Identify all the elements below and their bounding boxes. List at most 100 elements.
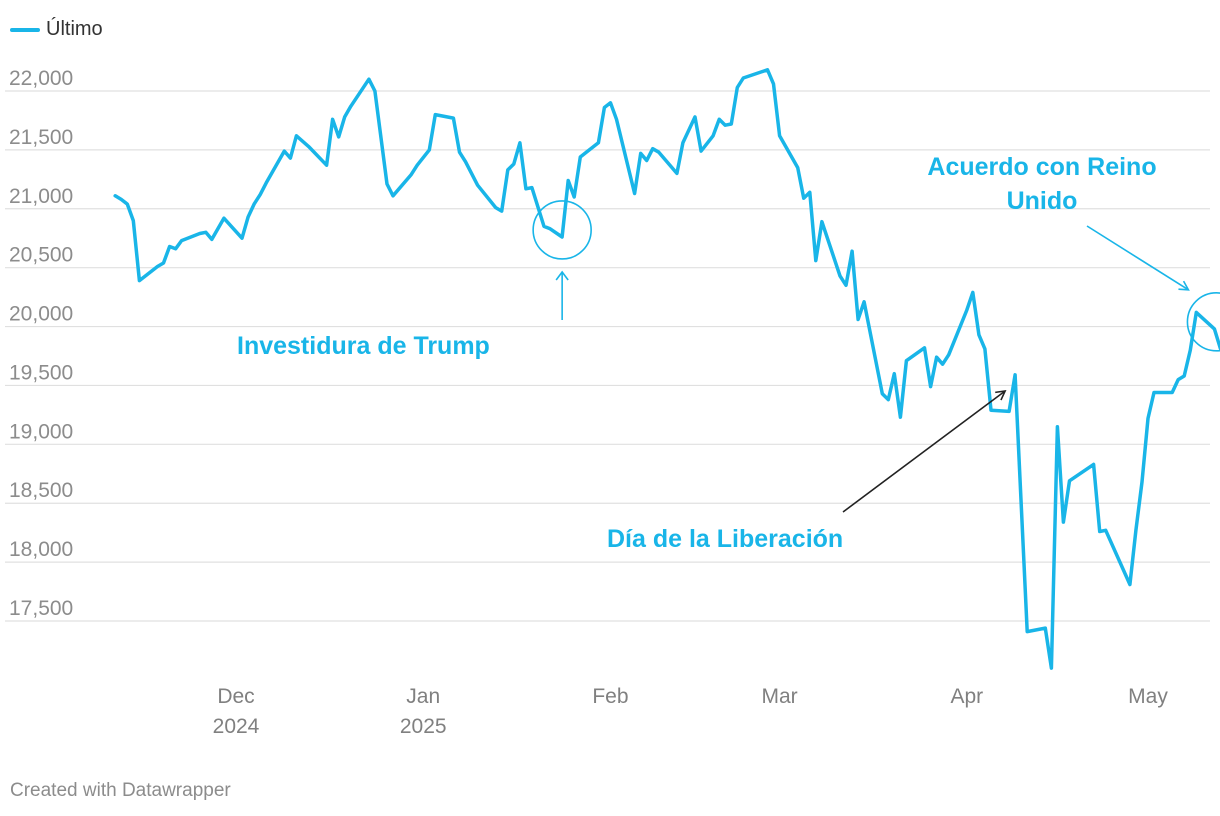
data-point	[428, 148, 431, 151]
data-point	[416, 164, 419, 167]
data-point	[410, 173, 413, 176]
data-point	[700, 150, 703, 153]
data-point	[1104, 529, 1107, 532]
data-point	[651, 147, 654, 150]
y-tick-label: 21,000	[9, 185, 73, 208]
data-point	[609, 101, 612, 104]
data-point	[259, 193, 262, 196]
data-point	[343, 115, 346, 118]
data-point	[1044, 627, 1047, 630]
data-point	[579, 156, 582, 159]
data-point	[114, 194, 117, 197]
data-point	[796, 166, 799, 169]
data-point	[476, 184, 479, 187]
data-point	[881, 392, 884, 395]
data-point	[1147, 417, 1150, 420]
data-point	[1128, 583, 1131, 586]
x-tick-label: May	[1128, 685, 1168, 708]
data-point	[718, 118, 721, 121]
data-point	[367, 78, 370, 81]
data-point	[500, 210, 503, 213]
data-point	[392, 194, 395, 197]
data-point	[983, 347, 986, 350]
data-point	[265, 181, 268, 184]
legend-swatch	[10, 27, 40, 32]
data-point	[965, 309, 968, 312]
x-tick-label-year: 2025	[400, 715, 447, 738]
data-point	[724, 124, 727, 127]
data-point	[802, 197, 805, 200]
data-point	[494, 206, 497, 209]
data-point	[1056, 425, 1059, 428]
data-point	[941, 363, 944, 366]
data-point	[1014, 373, 1017, 376]
data-point	[1177, 378, 1180, 381]
data-point	[1195, 311, 1198, 314]
data-point	[808, 191, 811, 194]
data-point	[1098, 530, 1101, 533]
annotation-circle-investidura	[532, 200, 592, 260]
legend-label: Último	[46, 18, 103, 40]
data-point	[675, 172, 678, 175]
data-point	[458, 151, 461, 154]
annotation-arrow-acuerdo	[1086, 225, 1189, 291]
data-point	[657, 151, 660, 154]
data-point	[814, 259, 817, 262]
y-tick-label: 19,000	[9, 420, 73, 443]
data-point	[742, 77, 745, 80]
x-tick-label: Dec	[217, 685, 254, 708]
data-point	[204, 231, 207, 234]
data-point	[597, 141, 600, 144]
data-point	[820, 220, 823, 223]
data-point	[283, 150, 286, 153]
data-point	[971, 291, 974, 294]
data-point	[518, 141, 521, 144]
data-point	[772, 82, 775, 85]
data-point	[138, 279, 141, 282]
annotation-investidura: Investidura de Trump	[237, 332, 490, 360]
data-point	[712, 134, 715, 137]
data-point	[210, 238, 213, 241]
annotation-arrowhead-investidura	[555, 270, 569, 281]
line-chart: 17,500 18,000 18,500 19,000 19,500 20,000 20,5…	[5, 67, 1220, 738]
data-point	[736, 86, 739, 89]
data-point	[977, 333, 980, 336]
y-tick-label: 19,500	[9, 361, 73, 384]
data-point	[512, 163, 515, 166]
data-point	[857, 318, 860, 321]
data-point	[168, 245, 171, 248]
y-tick-label: 21,500	[9, 126, 73, 149]
data-point	[1050, 667, 1053, 670]
data-point	[899, 416, 902, 419]
data-point	[1026, 630, 1029, 633]
annotation-arrowhead-liberacion	[995, 389, 1007, 401]
data-point	[639, 152, 642, 155]
data-point	[1062, 521, 1065, 524]
data-point	[162, 262, 165, 265]
x-axis-ticks: Dec 2024 Jan 2025 Feb Mar Apr May	[213, 685, 1169, 738]
legend: Último	[10, 18, 103, 41]
data-point	[331, 118, 334, 121]
data-point	[778, 134, 781, 137]
data-point	[1171, 391, 1174, 394]
annotation-arrowhead-acuerdo	[1178, 280, 1190, 291]
data-point	[1068, 479, 1071, 482]
annotation-arrow-liberacion	[842, 390, 1006, 513]
data-point	[549, 227, 552, 230]
data-point	[307, 145, 310, 148]
data-point	[325, 164, 328, 167]
y-tick-label: 20,000	[9, 303, 73, 326]
data-point	[730, 123, 733, 126]
data-point	[929, 385, 932, 388]
data-point	[247, 216, 250, 219]
series-line	[113, 68, 1220, 670]
data-point	[241, 237, 244, 240]
data-point	[198, 232, 201, 235]
data-point	[174, 247, 177, 250]
y-tick-label: 17,500	[9, 597, 73, 620]
x-tick-label: Jan	[406, 685, 440, 708]
annotation-circle-acuerdo	[1186, 292, 1220, 352]
data-point	[386, 183, 389, 186]
data-point	[1213, 327, 1216, 330]
data-point	[990, 409, 993, 412]
